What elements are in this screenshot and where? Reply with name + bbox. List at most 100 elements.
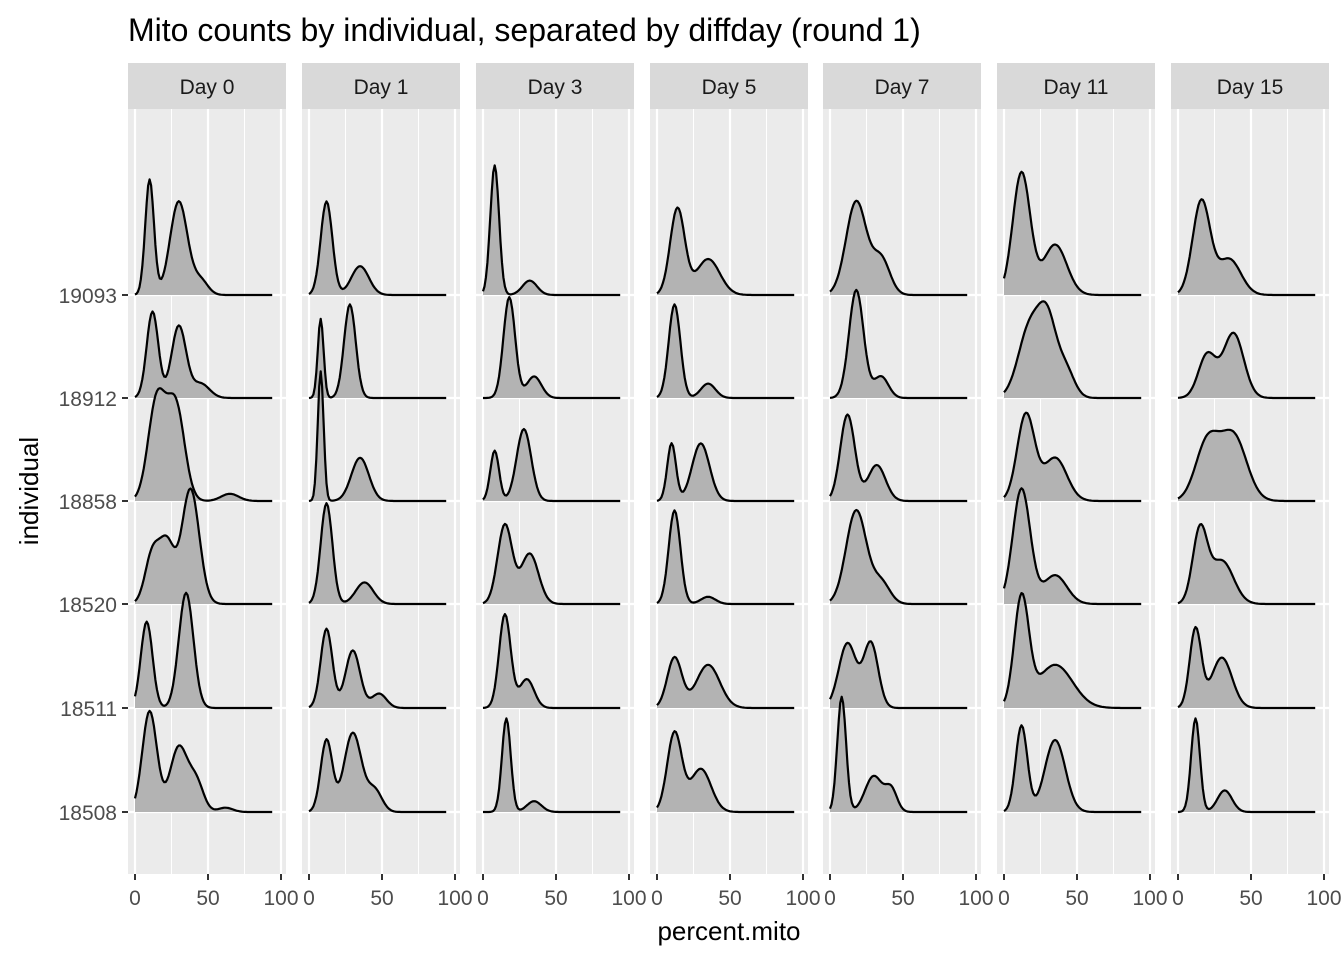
ridge-line-18912	[308, 303, 447, 400]
facet-panel: Day 5 0 50 100	[650, 63, 821, 910]
x-axis-label: percent.mito	[657, 916, 800, 946]
facet-panel: Day 3 0 50 100	[476, 63, 647, 910]
ridge-line-18912	[1003, 300, 1142, 400]
x-tick-label: 0	[129, 887, 141, 910]
facet-panel: Day 11 0 50 100	[997, 63, 1168, 910]
ridge-line-19093	[1002, 170, 1142, 297]
ridge-line-18858	[308, 370, 447, 503]
ridge-area-18912	[657, 304, 795, 398]
ridge-area-18520	[483, 523, 621, 604]
facet-strip-label: Day 11	[1044, 76, 1109, 99]
y-tick-label: 18858	[59, 491, 117, 514]
ridge-area-18508	[309, 732, 447, 812]
y-tick-label: 18508	[59, 802, 117, 825]
ridge-area-18912	[1004, 301, 1142, 398]
facet-panel: Day 15 0 50 100	[1171, 63, 1342, 910]
x-tick-label: 50	[718, 887, 741, 910]
ridge-line-18858	[1177, 428, 1316, 503]
ridge-area-18511	[483, 614, 621, 708]
ridge-area-18511	[830, 641, 968, 708]
ridge-area-18511	[1178, 627, 1316, 708]
ridge-area-18912	[309, 304, 447, 398]
facet-panel: Day 0 0 50 100	[128, 63, 299, 910]
ridge-line-18858	[134, 387, 273, 503]
ridge-area-18520	[135, 488, 273, 604]
ridge-line-19093	[1177, 198, 1316, 297]
ridge-line-18508	[308, 731, 447, 814]
x-tick-label: 50	[370, 887, 393, 910]
ridge-line-18858	[829, 413, 968, 503]
ridge-area-18508	[1178, 718, 1316, 812]
facet-panel: Day 1 0 50 100	[302, 63, 473, 910]
x-tick-label: 0	[477, 887, 489, 910]
x-tick-label: 50	[196, 887, 219, 910]
ridge-area-18520	[1178, 524, 1316, 604]
facet-strip	[476, 63, 634, 109]
ridge-line-18858	[1003, 411, 1142, 503]
ridge-line-18511	[656, 655, 795, 710]
ridge-line-18858	[656, 442, 795, 503]
x-tick-label: 0	[1172, 887, 1184, 910]
x-tick-label: 50	[1239, 887, 1262, 910]
y-tick-label: 18520	[59, 594, 117, 617]
facet-strip	[650, 63, 808, 109]
ridge-area-18520	[657, 510, 795, 604]
x-tick-label: 0	[303, 887, 315, 910]
ridge-area-19093	[1004, 171, 1142, 295]
facet-strip	[128, 63, 286, 109]
ridge-line-18508	[656, 730, 795, 814]
ridge-area-18511	[135, 592, 273, 708]
ridge-area-18858	[135, 388, 273, 501]
ridge-area-18858	[1178, 429, 1316, 501]
ridge-line-18508	[1177, 717, 1316, 814]
chart-title: Mito counts by individual, separated by …	[128, 12, 921, 48]
ridge-area-19093	[135, 179, 273, 295]
ridge-area-18858	[657, 443, 795, 501]
ridge-area-19093	[309, 201, 447, 295]
ridge-area-18511	[309, 628, 447, 708]
facet-panels: Day 0 0 50 100 Day 1 0 50 100 Day 3 0 50 100 Day 5 0 5…	[128, 63, 1342, 910]
x-tick-label: 0	[998, 887, 1010, 910]
ridge-line-18912	[1177, 331, 1316, 400]
ridge-line-19093	[656, 206, 795, 297]
ridge-line-18508	[483, 717, 621, 814]
x-tick-label: 50	[544, 887, 567, 910]
ridge-line-19093	[481, 164, 621, 297]
facet-strip-label: Day 5	[702, 76, 757, 99]
facet-strip-label: Day 15	[1217, 76, 1284, 99]
x-tick-label: 100	[958, 887, 993, 910]
facet-strip-label: Day 7	[875, 76, 930, 99]
facet-strip	[997, 63, 1155, 109]
y-tick-label: 19093	[59, 285, 117, 308]
ridge-line-18511	[133, 591, 273, 710]
ridge-area-18912	[483, 297, 621, 398]
y-tick-label: 18511	[60, 698, 117, 721]
ridge-line-18511	[482, 613, 621, 710]
ridge-line-18520	[1002, 487, 1142, 606]
ridge-line-18520	[656, 509, 795, 606]
x-tick-label: 100	[1306, 887, 1341, 910]
ridge-line-18520	[308, 502, 447, 606]
ridge-line-18511	[1002, 592, 1142, 710]
ridge-area-18511	[657, 656, 795, 708]
ridge-line-19093	[308, 200, 447, 297]
ridge-line-18508	[828, 695, 968, 814]
facet-strip-label: Day 0	[180, 76, 235, 99]
ridge-area-18858	[1004, 412, 1142, 501]
ridge-area-18858	[309, 371, 447, 501]
ridge-line-18858	[482, 427, 621, 503]
ridge-area-18858	[830, 414, 968, 501]
ridge-line-18520	[829, 508, 968, 606]
ridge-area-18858	[483, 429, 621, 501]
ridge-area-18508	[135, 710, 273, 812]
ridge-line-18508	[133, 709, 273, 814]
ridge-line-18520	[482, 522, 621, 606]
facet-strip	[823, 63, 981, 109]
ridge-area-18508	[830, 696, 968, 812]
ridge-area-18520	[309, 503, 447, 604]
ridge-area-18912	[1178, 332, 1316, 398]
ridge-area-19093	[1178, 199, 1316, 295]
ridge-area-18912	[830, 289, 968, 398]
x-tick-label: 100	[611, 887, 646, 910]
